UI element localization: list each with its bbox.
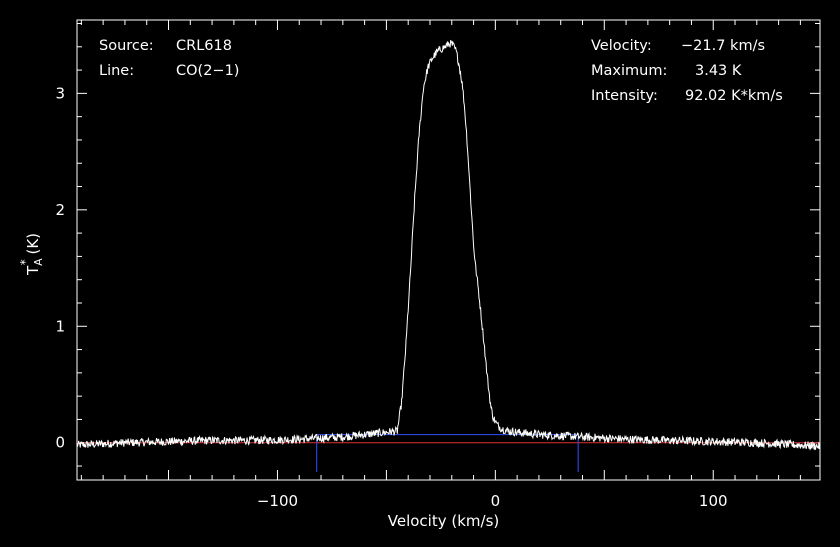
x-axis-title: Velocity (km/s) (388, 512, 499, 530)
y-tick-label: 0 (55, 434, 65, 452)
annotation-intensity-value: 92.02 K*km/s (685, 88, 783, 104)
y-tick-label: 3 (55, 84, 65, 102)
x-tick-label: 100 (699, 492, 728, 510)
annotation-source-label: Source: (99, 38, 154, 54)
annotation-velocity-label: Velocity: (591, 38, 652, 54)
spectrum-series-line (76, 39, 821, 451)
annotations-left: Source: CRL618 Line: CO(2−1) (99, 38, 239, 79)
annotation-maximum-value: 3.43 K (695, 63, 742, 79)
annotation-source-value: CRL618 (176, 38, 232, 54)
annotation-velocity-value: −21.7 km/s (681, 38, 765, 54)
y-tick-label: 2 (55, 201, 65, 219)
y-axis-title-superscript: * (18, 259, 32, 265)
y-axis-title-base: T (24, 265, 42, 276)
y-axis-title-subscript: A (32, 258, 45, 266)
annotation-line-label: Line: (99, 63, 134, 79)
y-axis-title: TA* (K) (18, 233, 45, 276)
annotation-line-value: CO(2−1) (176, 63, 239, 79)
y-axis-title-unit: (K) (24, 233, 42, 259)
ticks-group (77, 20, 820, 480)
y-tick-label: 1 (55, 317, 65, 335)
plot-frame (76, 19, 821, 481)
x-tick-label: −100 (257, 492, 298, 510)
annotations-right: Velocity: −21.7 km/s Maximum: 3.43 K Int… (591, 38, 783, 104)
tick-labels-group: −100 0 100 0 1 2 3 (55, 84, 727, 510)
annotation-maximum-label: Maximum: (591, 63, 667, 79)
x-tick-label: 0 (491, 492, 501, 510)
annotation-intensity-label: Intensity: (591, 88, 658, 104)
